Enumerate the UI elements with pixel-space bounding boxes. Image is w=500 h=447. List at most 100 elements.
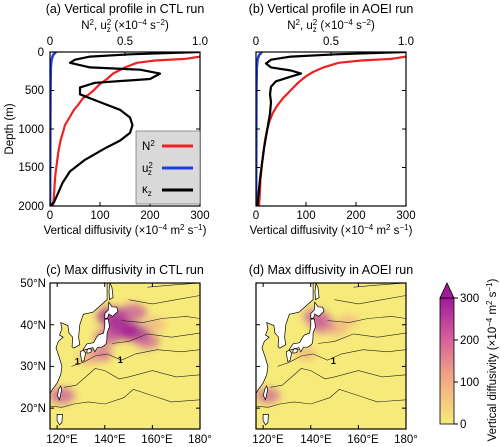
panel-a-y-tick: 1500 (18, 162, 44, 174)
panel-d-map: 1 (256, 283, 406, 429)
contour-line (50, 389, 200, 408)
panel-b-tickmarks (255, 51, 407, 207)
colorbar-extend-max (439, 282, 455, 299)
panel-b-frame (255, 51, 407, 207)
panel-b-top-ticks: 0 0.5 1.0 (253, 36, 414, 48)
land-honshu (82, 318, 110, 353)
contour-line (353, 283, 406, 288)
land-sakhalin (108, 283, 114, 301)
colorbar-label: Vertical diffusivity (×10−4 m2 s−1) (485, 278, 499, 441)
panel-b-bottom-tick: 100 (296, 210, 315, 222)
panel-c-title: (c) Max diffusivity in CTL run (46, 263, 204, 277)
colorbar-ramp (439, 297, 455, 425)
land-asia (50, 283, 108, 395)
panel-d-lon-ticks: 120°E 140°E 160°E 180° (252, 434, 418, 446)
panel-b-top-tick: 0.5 (323, 36, 339, 48)
panel-b-bottom-tick: 0 (253, 210, 259, 222)
colorbar-tick: 100 (460, 377, 479, 389)
panel-c-lat-tick: 50°N (20, 278, 46, 290)
panel-c-lat-tick: 30°N (20, 361, 46, 373)
panel-c-lat-tick: 20°N (20, 403, 46, 415)
diffusivity-hotspot (96, 306, 127, 326)
panel-a-top-tick: 0 (47, 36, 53, 48)
panel-b-title: (b) Vertical profile in AOEI run (249, 2, 414, 16)
diffusivity-hotspot (50, 387, 75, 404)
panel-c-lon-ticks: 120°E 140°E 160°E 180° (46, 434, 212, 446)
contour-line (317, 332, 406, 344)
land-shikoku (292, 348, 299, 354)
land-hokkaido (104, 301, 119, 319)
panel-b-bottom-tick: 200 (346, 210, 365, 222)
panel-b-bottom-tick: 300 (396, 210, 415, 222)
panel-a-top-ticks: 0 0.5 1.0 (47, 36, 208, 48)
diffusivity-hotspot (256, 388, 280, 404)
panel-a-title: (a) Vertical profile in CTL run (46, 2, 205, 16)
colorbar-tick: 0 (460, 419, 466, 431)
panel-a-y-tick: 0 (38, 47, 44, 59)
panel-a-y-tick: 2000 (18, 201, 44, 213)
panel-a-bottom-tick: 100 (90, 210, 109, 222)
land-taiwan (57, 385, 63, 401)
panel-c: (c) Max diffusivity in CTL run 11 20°N 2… (20, 263, 212, 446)
panel-b: (b) Vertical profile in AOEI run N2, uz2… (249, 2, 416, 237)
contour-line (121, 316, 200, 323)
diffusivity-hotspot (135, 333, 160, 349)
colorbar: 0 100 200 300 Vertical diffusivity (×10−… (439, 278, 499, 441)
diffusivity-hotspot (325, 321, 348, 336)
panel-d-tickmarks (256, 282, 407, 429)
land-sakhalin (314, 283, 320, 301)
contour-line (270, 368, 406, 388)
panel-a-legend: N2 u2 z κz (135, 130, 201, 205)
panel-b-top-axis-label: N2, uz2 (×10−4 s−2) (287, 18, 375, 34)
land-hokkaido (310, 301, 325, 319)
colorbar-tick: 300 (460, 293, 479, 305)
panel-c-frame (49, 282, 201, 430)
kappa-profile-line (50, 52, 200, 206)
panel-a-y-ticks: 0 500 1000 1500 2000 (18, 47, 44, 213)
legend-label-n2: N2 (142, 139, 155, 153)
panel-a-y-tick: 1000 (18, 124, 44, 136)
panel-a-bottom-tick: 300 (190, 210, 209, 222)
contour-line (256, 389, 406, 408)
panel-a-bottom-ticks: 0 100 200 300 (47, 210, 210, 222)
panel-b-top-tick: 1.0 (398, 36, 414, 48)
panel-a-top-tick: 0.5 (117, 36, 133, 48)
colorbar-tick: 200 (460, 335, 479, 347)
contour-label: 1 (75, 356, 80, 366)
contour-label: 1 (118, 355, 123, 365)
panel-a-bottom-tick: 0 (47, 210, 53, 222)
panel-b-bottom-ticks: 0 100 200 300 (253, 210, 416, 222)
panel-a-top-tick: 1.0 (192, 36, 208, 48)
diffusivity-hotspot (339, 314, 359, 327)
contour-line (111, 332, 200, 344)
colorbar-ticks: 0 100 200 300 (454, 293, 479, 431)
panel-d: (d) Max diffusivity in AOEI run 1 120°E … (249, 263, 418, 446)
land-luzon (56, 414, 63, 426)
panel-a-bottom-axis-label: Vertical diffusivity (×10−4 m2 s−1) (44, 223, 207, 237)
panel-a-ylabel: Depth (m) (4, 103, 16, 154)
contour-line (147, 283, 200, 288)
panel-c-lat-ticks: 20°N 20°N 30°N 40°N 50°N (20, 278, 46, 415)
panel-b-top-tick: 0 (253, 36, 259, 48)
n2-profile-line (51, 55, 200, 206)
panel-d-title: (d) Max diffusivity in AOEI run (249, 263, 413, 277)
panel-a-tickmarks (49, 51, 201, 207)
panel-d-lon-tick: 120°E (252, 434, 284, 446)
legend-label-kappa: κz (142, 184, 152, 198)
panel-d-lon-tick: 180° (394, 434, 418, 446)
land-asia (256, 283, 314, 395)
land-luzon (262, 414, 269, 426)
land-kyushu (79, 349, 87, 362)
panel-b-plot (256, 52, 406, 206)
panel-c-lon-tick: 120°E (46, 434, 78, 446)
contour-line (334, 295, 406, 305)
panel-b-bottom-axis-label: Vertical diffusivity (×10−4 m2 s−1) (250, 223, 413, 237)
panel-c-lon-tick: 180° (188, 434, 212, 446)
panel-d-frame (255, 282, 407, 430)
panel-d-lon-tick: 160°E (347, 434, 379, 446)
kappa-profile-line (256, 52, 406, 206)
land-shikoku (86, 348, 93, 354)
panel-a-y-tick: 500 (25, 85, 44, 97)
contour-line (64, 368, 200, 388)
